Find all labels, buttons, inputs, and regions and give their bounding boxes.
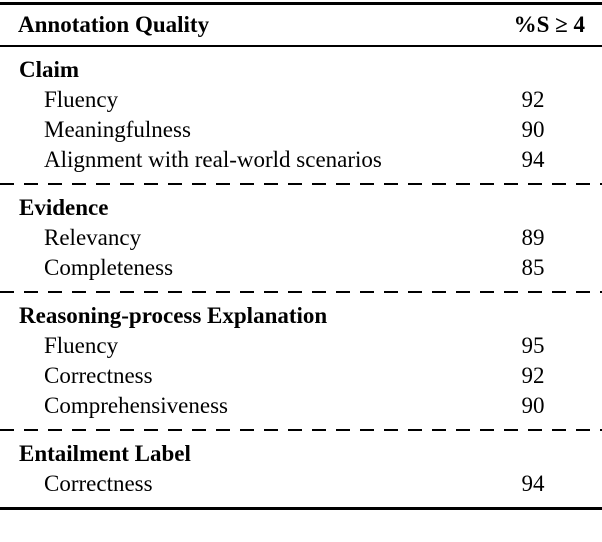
table-row: Completeness 85 (0, 253, 602, 283)
empty-score-cell (483, 55, 583, 85)
annotation-quality-table: Annotation Quality %S ≥ 4 Claim Fluency … (0, 2, 602, 510)
quality-label: Fluency (44, 333, 119, 358)
section-reasoning-process-explanation: Reasoning-process Explanation Fluency 95… (0, 293, 602, 429)
section-title-row: Evidence (0, 193, 602, 223)
table-top-rule (0, 2, 602, 5)
section-title-row: Reasoning-process Explanation (0, 301, 602, 331)
table-row: Fluency 95 (0, 331, 602, 361)
section-title-reasoning-process-explanation: Reasoning-process Explanation (19, 303, 328, 328)
table-row: Correctness 94 (0, 469, 602, 499)
quality-label: Alignment with real-world scenarios (44, 147, 382, 172)
section-divider-dashed (0, 183, 602, 185)
section-title-claim: Claim (19, 57, 80, 82)
table-row: Relevancy 89 (0, 223, 602, 253)
empty-score-cell (483, 301, 583, 331)
section-entailment-label: Entailment Label Correctness 94 (0, 431, 602, 507)
quality-score: 90 (521, 117, 545, 142)
empty-score-cell (483, 439, 583, 469)
quality-label: Correctness (44, 471, 153, 496)
section-claim: Claim Fluency 92 Meaningfulness 90 Align… (0, 47, 602, 183)
quality-score: 90 (521, 393, 545, 418)
section-title-row: Entailment Label (0, 439, 602, 469)
table-bottom-rule (0, 507, 602, 510)
table-header-rule (0, 45, 602, 47)
quality-label: Comprehensiveness (44, 393, 228, 418)
quality-score: 89 (521, 225, 545, 250)
section-title-entailment-label: Entailment Label (19, 441, 191, 466)
section-divider-dashed (0, 291, 602, 293)
section-divider-dashed (0, 429, 602, 431)
quality-score: 92 (521, 87, 545, 112)
header-annotation-quality: Annotation Quality (18, 12, 210, 37)
table-row: Correctness 92 (0, 361, 602, 391)
table-row: Fluency 92 (0, 85, 602, 115)
header-score-threshold: %S ≥ 4 (513, 12, 585, 37)
quality-score: 94 (521, 147, 545, 172)
section-title-evidence: Evidence (19, 195, 109, 220)
quality-score: 85 (521, 255, 545, 280)
quality-label: Fluency (44, 87, 119, 112)
section-title-row: Claim (0, 55, 602, 85)
table-row: Meaningfulness 90 (0, 115, 602, 145)
quality-label: Correctness (44, 363, 153, 388)
quality-label: Relevancy (44, 225, 142, 250)
table-row: Comprehensiveness 90 (0, 391, 602, 421)
quality-label: Completeness (44, 255, 174, 280)
section-evidence: Evidence Relevancy 89 Completeness 85 (0, 185, 602, 291)
quality-score: 94 (521, 471, 545, 496)
quality-label: Meaningfulness (44, 117, 191, 142)
empty-score-cell (483, 193, 583, 223)
table-row: Alignment with real-world scenarios 94 (0, 145, 602, 175)
quality-score: 95 (521, 333, 545, 358)
quality-score: 92 (521, 363, 545, 388)
table-header-row: Annotation Quality %S ≥ 4 (0, 5, 602, 45)
